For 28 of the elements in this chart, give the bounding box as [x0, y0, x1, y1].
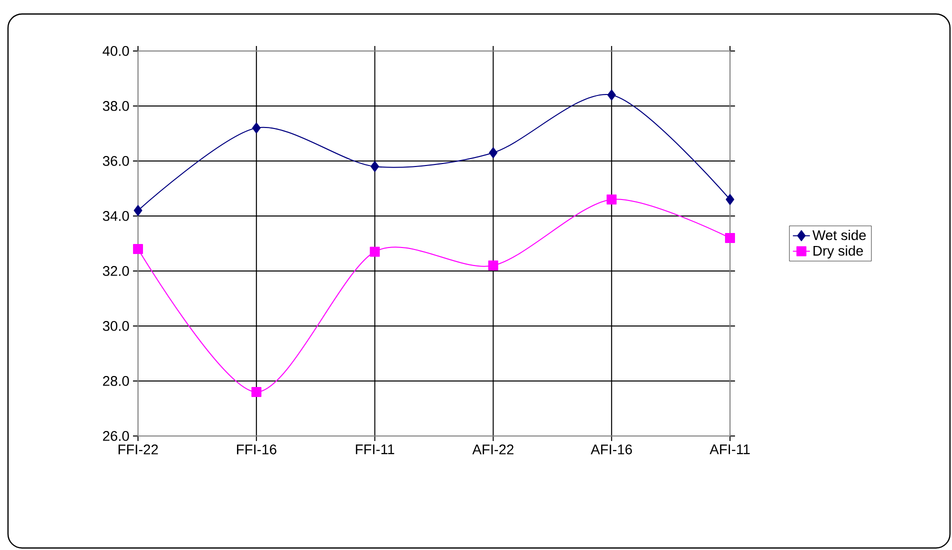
- point: [607, 90, 616, 100]
- point: [133, 244, 143, 254]
- x-tick-label: AFI-11: [710, 444, 750, 454]
- y-tick-label: 36.0: [102, 156, 129, 166]
- x-tick-label: AFI-16: [590, 444, 632, 454]
- y-tick-label: 34.0: [102, 211, 129, 221]
- y-tick-label: 32.0: [102, 266, 129, 276]
- point: [251, 387, 262, 397]
- point: [488, 147, 498, 158]
- point: [726, 194, 734, 205]
- point: [134, 205, 142, 216]
- x-tick-label: FFI-11: [356, 444, 394, 454]
- point: [252, 122, 261, 134]
- x-tick-label: FFI-22: [118, 444, 158, 454]
- y-tick-label: 26.0: [103, 431, 129, 441]
- legend-label: Wet side: [812, 230, 866, 240]
- x-tick-label: FFI-16: [237, 444, 276, 454]
- y-tick-label: 40.0: [102, 46, 129, 56]
- y-tick-label: 30.0: [102, 321, 129, 331]
- point: [488, 260, 498, 270]
- point: [370, 246, 380, 257]
- legend-label: Dry side: [814, 245, 863, 258]
- point: [725, 233, 735, 243]
- y-tick-label: 28.0: [103, 376, 129, 386]
- point: [606, 194, 617, 204]
- y-tick-label: 38.0: [102, 101, 129, 111]
- point: [370, 161, 380, 172]
- x-tick-label: AFI-22: [472, 444, 514, 454]
